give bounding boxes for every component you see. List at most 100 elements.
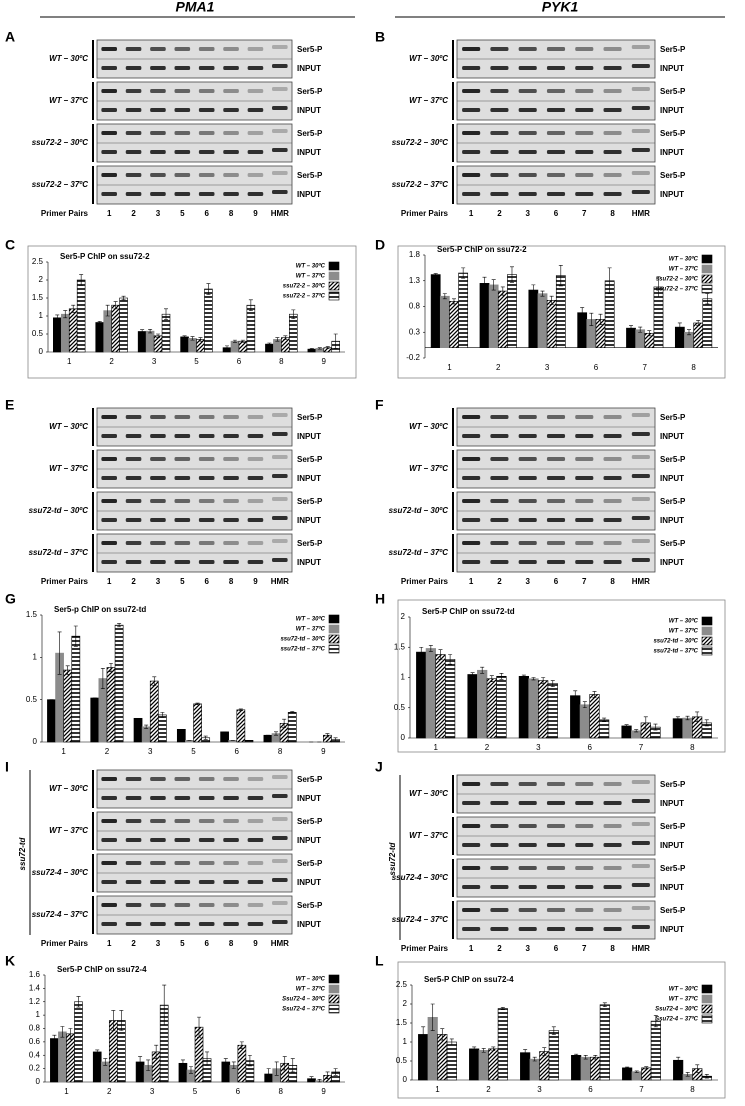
primer-label: Primer Pairs xyxy=(401,577,449,586)
x-tick-label: 3 xyxy=(537,1085,542,1094)
gel-band xyxy=(101,796,117,800)
error-bar xyxy=(138,1056,143,1068)
gel-band xyxy=(462,801,481,805)
gel-band xyxy=(198,457,215,461)
error-bar xyxy=(195,702,200,706)
gel-band xyxy=(198,108,215,112)
gel-band xyxy=(603,150,622,154)
strain-label: ssu72-td – 30ºC xyxy=(29,506,89,515)
gel-band xyxy=(518,518,537,522)
error-bar xyxy=(481,1048,486,1053)
lane-label: 6 xyxy=(204,209,209,218)
chart-title: Ser5-p ChIP on ssu72-td xyxy=(54,605,146,614)
lane-label: 9 xyxy=(253,209,258,218)
row-label: Ser5-P xyxy=(660,539,686,548)
x-tick-label: 6 xyxy=(235,747,240,756)
gel-band xyxy=(631,190,650,194)
y-tick-label: 0.4 xyxy=(29,1050,41,1059)
row-label: Ser5-P xyxy=(297,775,323,784)
gel-band xyxy=(247,150,264,154)
legend-label: WT – 37ºC xyxy=(296,986,326,993)
gel-band xyxy=(247,903,264,907)
gel-band xyxy=(198,903,215,907)
bar xyxy=(287,712,297,743)
gel-band xyxy=(101,150,117,154)
error-bar xyxy=(223,1058,228,1066)
gel-band xyxy=(150,880,166,884)
gel-band xyxy=(174,777,191,781)
error-bar xyxy=(607,267,612,294)
row-label: Ser5-P xyxy=(297,859,323,868)
gel-band xyxy=(603,192,622,196)
gel-band xyxy=(198,434,215,438)
gel-band xyxy=(546,782,566,786)
gel-band xyxy=(125,108,142,112)
gel-band xyxy=(125,838,142,842)
gel-band xyxy=(546,885,566,889)
gel-band xyxy=(575,150,594,154)
lane-label: 9 xyxy=(253,939,258,948)
gel-band xyxy=(490,824,509,828)
error-bar xyxy=(73,625,78,647)
error-bar xyxy=(541,677,546,684)
y-tick-label: 1.4 xyxy=(29,983,41,992)
gel-band xyxy=(490,801,509,805)
side-label: ssu72-td xyxy=(18,836,27,870)
gel-band xyxy=(198,777,215,781)
gel-band xyxy=(272,901,288,905)
bar xyxy=(467,674,478,739)
row-label: INPUT xyxy=(297,432,321,441)
gel-band xyxy=(575,499,594,503)
error-bar xyxy=(687,329,692,336)
y-tick-label: 0.5 xyxy=(396,1056,408,1065)
chart-title: Ser5-P ChIP on ssu72-4 xyxy=(57,965,147,974)
row-label: INPUT xyxy=(297,148,321,157)
error-bar xyxy=(240,339,245,343)
legend-label: WT – 37ºC xyxy=(669,628,699,635)
row-label: INPUT xyxy=(297,474,321,483)
bar xyxy=(622,1067,633,1081)
x-tick-label: 2 xyxy=(485,743,490,752)
bar xyxy=(246,304,256,353)
row-label: Ser5-P xyxy=(660,129,686,138)
row-label: INPUT xyxy=(660,474,684,483)
gel-band xyxy=(631,413,650,417)
x-tick-label: 8 xyxy=(690,1085,695,1094)
legend-swatch xyxy=(701,646,713,656)
legend-label: ssu72-td – 30ºC xyxy=(653,638,698,645)
error-bar xyxy=(119,1010,124,1031)
gel-band xyxy=(101,47,117,51)
gel-band xyxy=(247,819,264,823)
gel-band xyxy=(125,415,142,419)
gel-band xyxy=(462,415,481,419)
gel-band xyxy=(247,434,264,438)
y-tick-label: 1.5 xyxy=(394,642,406,651)
gel-band xyxy=(198,476,215,480)
bar xyxy=(446,1041,457,1081)
bar xyxy=(547,683,558,739)
row-label: Ser5-P xyxy=(660,780,686,789)
error-bar xyxy=(509,266,514,283)
panel-letter: J xyxy=(375,759,383,775)
gel-band xyxy=(462,499,481,503)
lane-label: 1 xyxy=(469,577,474,586)
gel-band xyxy=(462,66,481,70)
gel-band xyxy=(247,838,264,842)
y-tick-label: 0 xyxy=(401,733,406,742)
lane-label: 3 xyxy=(525,577,530,586)
bar xyxy=(103,310,112,353)
row-label: INPUT xyxy=(660,799,684,808)
error-bar xyxy=(248,299,253,311)
bar xyxy=(702,298,713,348)
x-tick-label: 7 xyxy=(639,743,644,752)
gel-band xyxy=(490,89,509,93)
gel-band xyxy=(603,415,622,419)
error-bar xyxy=(60,1026,65,1038)
row-label: INPUT xyxy=(660,148,684,157)
x-tick-label: 8 xyxy=(278,747,283,756)
error-bar xyxy=(317,1079,322,1083)
x-tick-label: 6 xyxy=(594,363,599,372)
error-bar xyxy=(162,984,167,1026)
error-bar xyxy=(448,654,453,665)
gel-band xyxy=(546,457,566,461)
